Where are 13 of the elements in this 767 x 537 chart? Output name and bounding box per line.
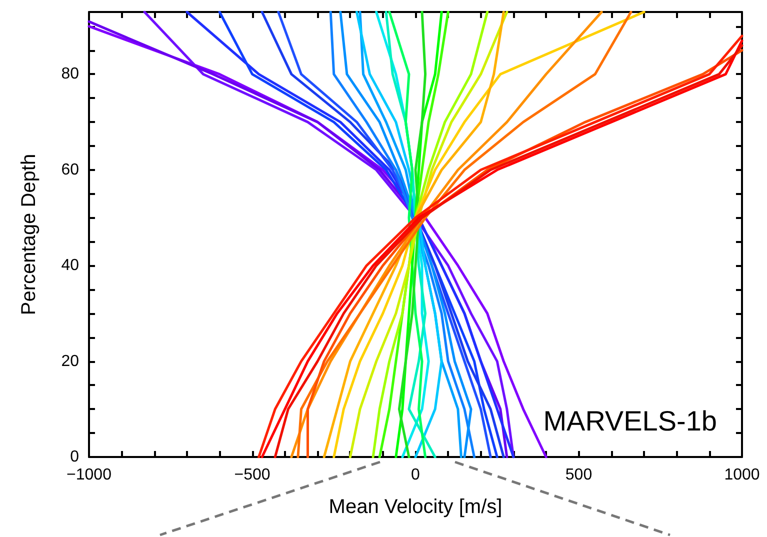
y-tick-label: 40 [61,257,80,274]
y-tick-label: 0 [70,448,80,466]
y-axis-title: Percentage Depth [18,154,40,316]
x-tick-label: −1000 [66,466,112,484]
annotation: MARVELS-1b [543,406,718,436]
y-tick-label: 80 [61,66,80,83]
x-tick-label: 1000 [724,466,760,484]
x-axis-title: Mean Velocity [m/s] [328,496,502,518]
x-tick-label: −500 [234,466,270,484]
y-tick-label: 60 [61,161,80,178]
y-tick-label: 20 [61,352,80,370]
x-tick-label: 0 [411,466,420,484]
x-tick-label: 500 [565,466,592,484]
